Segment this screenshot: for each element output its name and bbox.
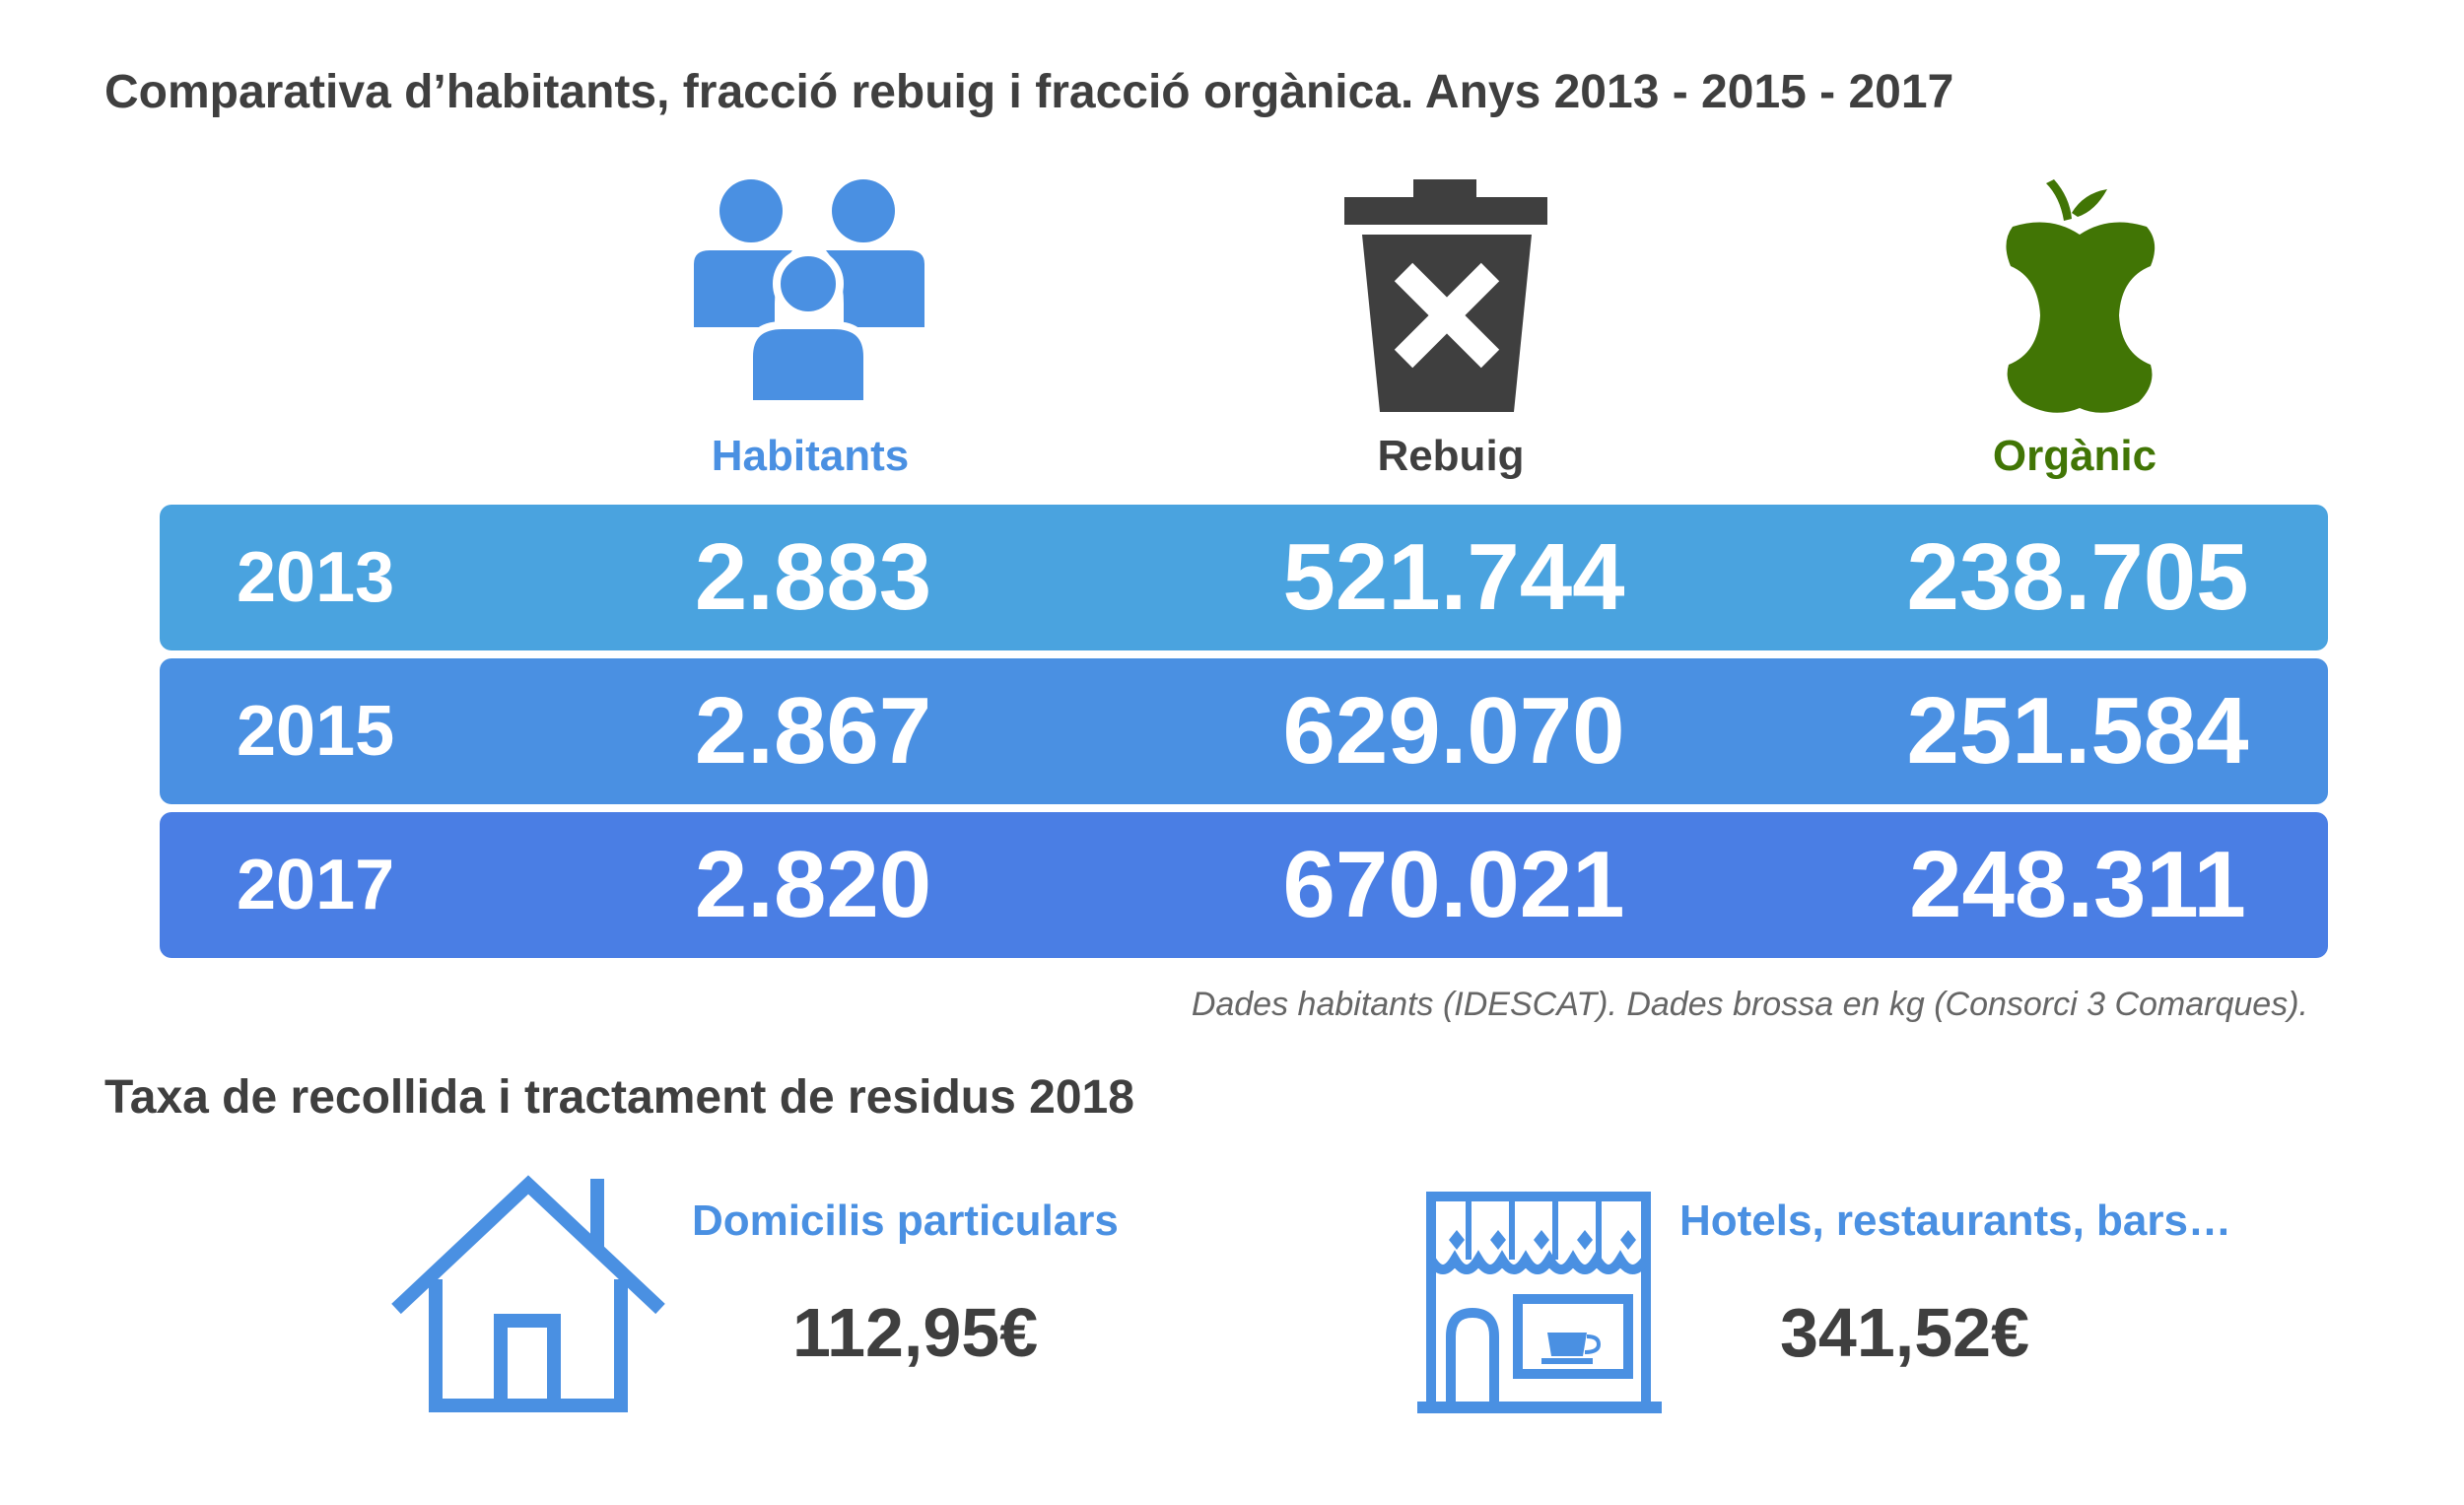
row-year: 2017 bbox=[237, 846, 395, 924]
apple-core-icon bbox=[1981, 177, 2178, 429]
column-label-habitants: Habitants bbox=[711, 432, 910, 480]
fee-value-domicilis: 112,95€ bbox=[792, 1294, 1039, 1371]
page-title: Comparativa d’habitants, fracció rebuig … bbox=[104, 66, 1954, 118]
rebuig-value: 670.021 bbox=[1282, 832, 1625, 937]
table-row: 2015 2.867 629.070 251.584 bbox=[160, 658, 2328, 804]
column-label-organic: Orgànic bbox=[1992, 432, 2157, 480]
row-year: 2013 bbox=[237, 538, 395, 617]
organic-value: 248.311 bbox=[1909, 832, 2246, 937]
fee-label-domicilis: Domicilis particulars bbox=[692, 1197, 1119, 1245]
house-icon bbox=[388, 1173, 674, 1424]
organic-value: 251.584 bbox=[1906, 678, 2249, 784]
habitants-value: 2.883 bbox=[694, 524, 932, 630]
habitants-value: 2.867 bbox=[694, 678, 932, 784]
source-note: Dades habitants (IDESCAT). Dades brossa … bbox=[1191, 986, 2308, 1023]
column-label-rebuig: Rebuig bbox=[1377, 432, 1525, 480]
shop-icon bbox=[1411, 1189, 1668, 1420]
table-row: 2013 2.883 521.744 238.705 bbox=[160, 505, 2328, 650]
organic-value: 238.705 bbox=[1906, 524, 2249, 630]
row-year: 2015 bbox=[237, 692, 395, 771]
rebuig-value: 521.744 bbox=[1282, 524, 1625, 630]
fee-label-hotels: Hotels, restaurants, bars… bbox=[1679, 1197, 2231, 1245]
people-icon bbox=[690, 177, 946, 409]
rebuig-value: 629.070 bbox=[1282, 678, 1625, 784]
section-title: Taxa de recollida i tractament de residu… bbox=[104, 1071, 1134, 1124]
table-row: 2017 2.820 670.021 248.311 bbox=[160, 812, 2328, 958]
trash-bin-icon bbox=[1338, 177, 1555, 429]
fee-value-hotels: 341,52€ bbox=[1780, 1294, 2030, 1371]
habitants-value: 2.820 bbox=[694, 832, 932, 937]
